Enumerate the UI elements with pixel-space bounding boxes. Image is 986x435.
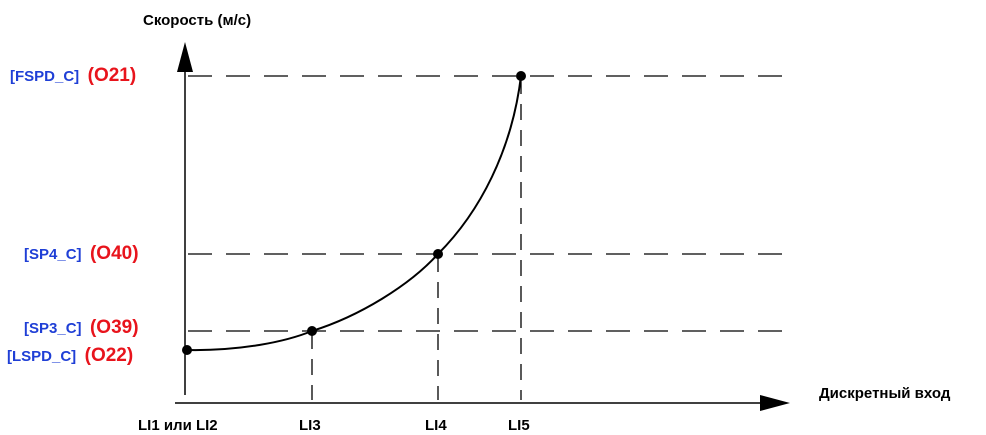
speed-curve (186, 75, 522, 352)
y-label-sp4-param: [SP4_C] (24, 246, 82, 263)
vertical-dashed-lines (311, 78, 522, 400)
y-label-fspd-code: (O21) (88, 65, 137, 86)
y-label-sp3: [SP3_C] (O39) (24, 317, 139, 338)
x-tick-li1-li2: LI1 или LI2 (138, 417, 218, 434)
y-label-fspd-param: [FSPD_C] (10, 68, 79, 85)
point-sp4 (433, 249, 443, 259)
y-label-sp4: [SP4_C] (O40) (24, 243, 139, 264)
y-label-lspd-param: [LSPD_C] (7, 348, 76, 365)
y-label-sp3-param: [SP3_C] (24, 320, 82, 337)
point-lspd (182, 345, 192, 355)
y-label-lspd-code: (O22) (85, 345, 134, 366)
y-label-sp4-code: (O40) (90, 243, 139, 264)
x-axis-title: Дискретный вход (819, 385, 951, 402)
curve-points (182, 71, 526, 355)
x-axis-arrow (760, 395, 790, 411)
y-label-sp3-code: (O39) (90, 317, 139, 338)
y-axis-title: Скорость (м/с) (143, 12, 251, 29)
y-label-fspd: [FSPD_C] (O21) (10, 65, 136, 86)
horizontal-dashed-lines (188, 75, 790, 332)
x-tick-li4: LI4 (425, 417, 447, 434)
axes (175, 42, 790, 411)
x-tick-li5: LI5 (508, 417, 530, 434)
x-tick-li3: LI3 (299, 417, 321, 434)
point-sp3 (307, 326, 317, 336)
point-fspd (516, 71, 526, 81)
y-label-lspd: [LSPD_C] (O22) (7, 345, 133, 366)
y-axis-arrow (177, 42, 193, 72)
